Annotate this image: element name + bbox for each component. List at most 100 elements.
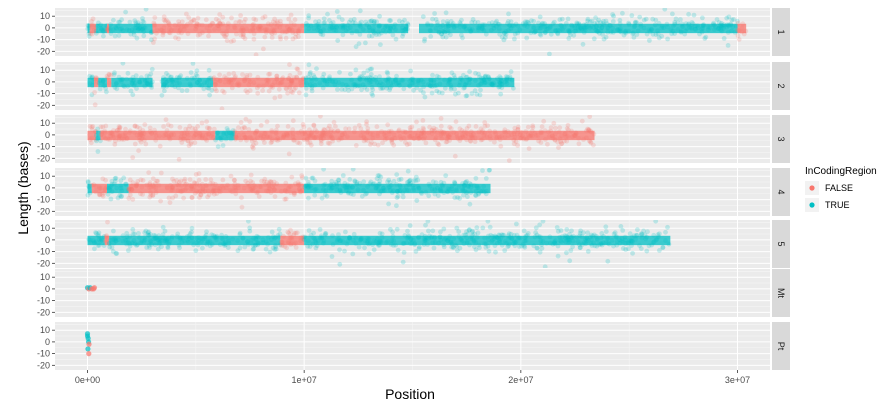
data-point <box>600 21 606 26</box>
data-point <box>322 132 328 138</box>
data-point <box>613 234 619 240</box>
data-point <box>627 231 633 237</box>
data-point <box>257 24 263 30</box>
data-point <box>255 234 261 240</box>
data-point <box>631 35 637 40</box>
data-point <box>408 180 414 186</box>
data-point <box>90 16 96 22</box>
data-point <box>366 77 372 83</box>
data-point <box>119 188 125 194</box>
data-point <box>126 187 132 192</box>
data-point <box>377 230 383 236</box>
data-point <box>420 129 425 135</box>
data-point <box>442 237 447 242</box>
data-point <box>176 22 182 27</box>
data-point <box>124 136 130 141</box>
data-point <box>105 75 111 81</box>
data-point <box>392 22 398 27</box>
data-point <box>308 185 314 191</box>
data-point <box>670 28 676 34</box>
data-point <box>336 177 342 183</box>
data-point <box>421 90 426 96</box>
data-point <box>580 242 585 247</box>
data-point <box>481 77 487 82</box>
data-point <box>561 138 567 144</box>
data-point <box>446 78 452 84</box>
data-point <box>511 238 517 244</box>
data-point <box>200 189 206 195</box>
data-point <box>328 129 334 135</box>
data-point <box>181 130 187 136</box>
data-point <box>244 239 250 244</box>
data-point <box>86 183 92 189</box>
data-point <box>291 192 297 198</box>
data-point <box>358 24 363 30</box>
data-point <box>435 193 441 199</box>
data-point <box>585 126 590 132</box>
data-point <box>334 184 340 189</box>
data-point <box>307 134 313 139</box>
data-point <box>629 243 634 249</box>
data-point <box>172 22 178 28</box>
data-point <box>242 36 248 41</box>
data-points <box>84 331 92 357</box>
data-point <box>85 346 91 352</box>
data-point <box>219 232 225 238</box>
data-point <box>272 21 278 26</box>
data-point <box>610 30 616 35</box>
data-point <box>552 137 558 142</box>
data-point <box>456 90 461 96</box>
data-point <box>230 236 236 242</box>
data-point <box>124 136 129 141</box>
data-point <box>427 233 432 239</box>
data-point <box>559 141 565 146</box>
data-point <box>429 234 435 240</box>
data-point <box>400 25 405 31</box>
data-point <box>387 25 393 31</box>
data-point <box>168 123 174 129</box>
data-point <box>425 220 431 224</box>
data-point <box>480 188 485 194</box>
data-point <box>435 185 440 191</box>
data-point <box>262 181 268 187</box>
data-point <box>179 30 184 36</box>
data-point <box>653 237 659 243</box>
data-point <box>88 75 94 81</box>
data-point <box>193 248 199 254</box>
data-point <box>459 238 465 244</box>
data-point <box>464 74 470 80</box>
data-point <box>498 143 504 149</box>
data-point <box>284 29 290 35</box>
data-point <box>482 74 488 79</box>
data-point <box>152 127 157 133</box>
data-point <box>156 183 162 188</box>
data-point <box>421 84 426 90</box>
data-point <box>138 75 144 80</box>
data-point <box>402 233 408 238</box>
data-point <box>461 72 466 78</box>
data-point <box>656 234 661 240</box>
data-point <box>301 137 307 143</box>
data-point <box>460 35 465 41</box>
data-point <box>305 185 311 191</box>
data-point <box>355 83 361 89</box>
data-point <box>327 123 332 129</box>
data-point <box>506 236 512 241</box>
data-point <box>277 34 283 40</box>
data-point <box>358 126 364 132</box>
data-point <box>388 26 393 31</box>
data-point <box>277 24 283 30</box>
data-point <box>482 123 488 129</box>
data-point <box>502 127 508 133</box>
data-point <box>594 24 599 30</box>
data-point <box>403 26 409 32</box>
data-point <box>491 25 497 31</box>
data-point <box>361 138 367 144</box>
data-point <box>114 26 119 31</box>
data-point <box>592 21 597 27</box>
data-point <box>405 235 411 241</box>
data-point <box>511 232 517 238</box>
data-point <box>294 66 300 72</box>
data-point <box>584 24 590 30</box>
data-point <box>464 190 470 195</box>
